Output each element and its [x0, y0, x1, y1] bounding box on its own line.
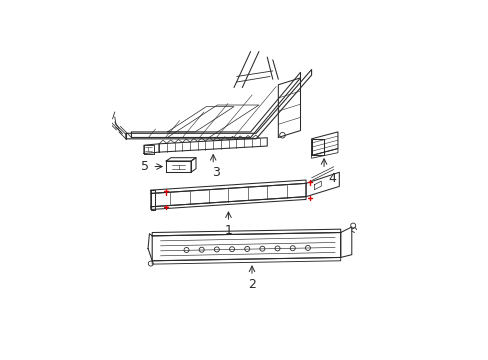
- Text: 5: 5: [141, 160, 149, 173]
- Text: 4: 4: [328, 172, 336, 185]
- Text: 1: 1: [224, 224, 232, 237]
- Text: 3: 3: [212, 166, 220, 179]
- Text: 2: 2: [247, 278, 255, 291]
